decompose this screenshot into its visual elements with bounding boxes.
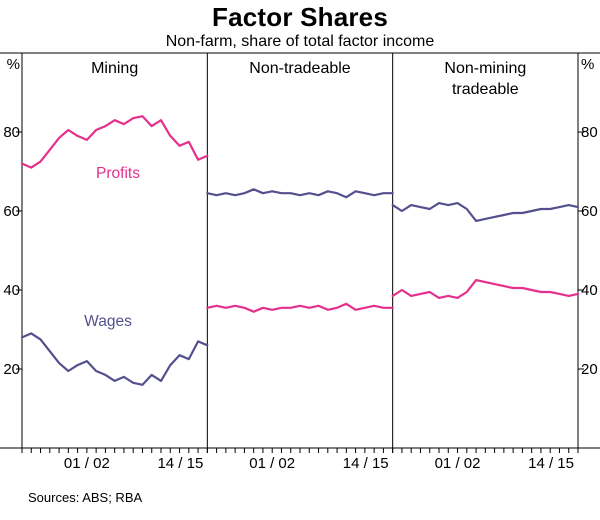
series-line-wages xyxy=(20,332,209,386)
panel-label: Mining xyxy=(91,60,138,77)
x-tick-label: 14 / 15 xyxy=(157,455,203,472)
x-tick-label: 01 / 02 xyxy=(64,455,110,472)
y-tick-label-right: 60 xyxy=(581,203,598,220)
x-tick-label: 01 / 02 xyxy=(435,455,481,472)
series-label-wages: Wages xyxy=(84,313,132,330)
series-label-profits: Profits xyxy=(96,165,140,182)
chart-canvas: % % 20 20 40 40 60 60 80 80 01 / 02 14 / 15 Mining 01… xyxy=(0,52,600,472)
x-tick-label: 01 / 02 xyxy=(249,455,295,472)
series-line-wages xyxy=(391,202,580,222)
x-tick-label: 14 / 15 xyxy=(528,455,574,472)
y-tick-label-right: 40 xyxy=(581,282,598,299)
y-tick-label-left: 40 xyxy=(3,282,20,299)
series-line-profits xyxy=(20,115,209,169)
series-line-profits xyxy=(391,279,580,299)
y-tick-label-right: 20 xyxy=(581,361,598,378)
y-tick-label-left: 60 xyxy=(3,203,20,220)
y-tick-label-right: 80 xyxy=(581,124,598,141)
y-unit-right: % xyxy=(581,56,594,73)
panel-label: Non-tradeable xyxy=(249,60,351,77)
chart-title: Factor Shares xyxy=(211,2,388,32)
x-tick-label: 14 / 15 xyxy=(343,455,389,472)
y-tick-label-left: 80 xyxy=(3,124,20,141)
panel-label: tradeable xyxy=(452,81,519,98)
chart-sources: Sources: ABS; RBA xyxy=(28,490,143,505)
y-tick-label-left: 20 xyxy=(3,361,20,378)
y-unit-left: % xyxy=(7,56,20,73)
chart-subtitle: Non-farm, share of total factor income xyxy=(165,33,435,50)
series-line-wages xyxy=(206,188,394,199)
series-line-profits xyxy=(206,302,394,313)
panel-label: Non-mining xyxy=(444,60,526,77)
